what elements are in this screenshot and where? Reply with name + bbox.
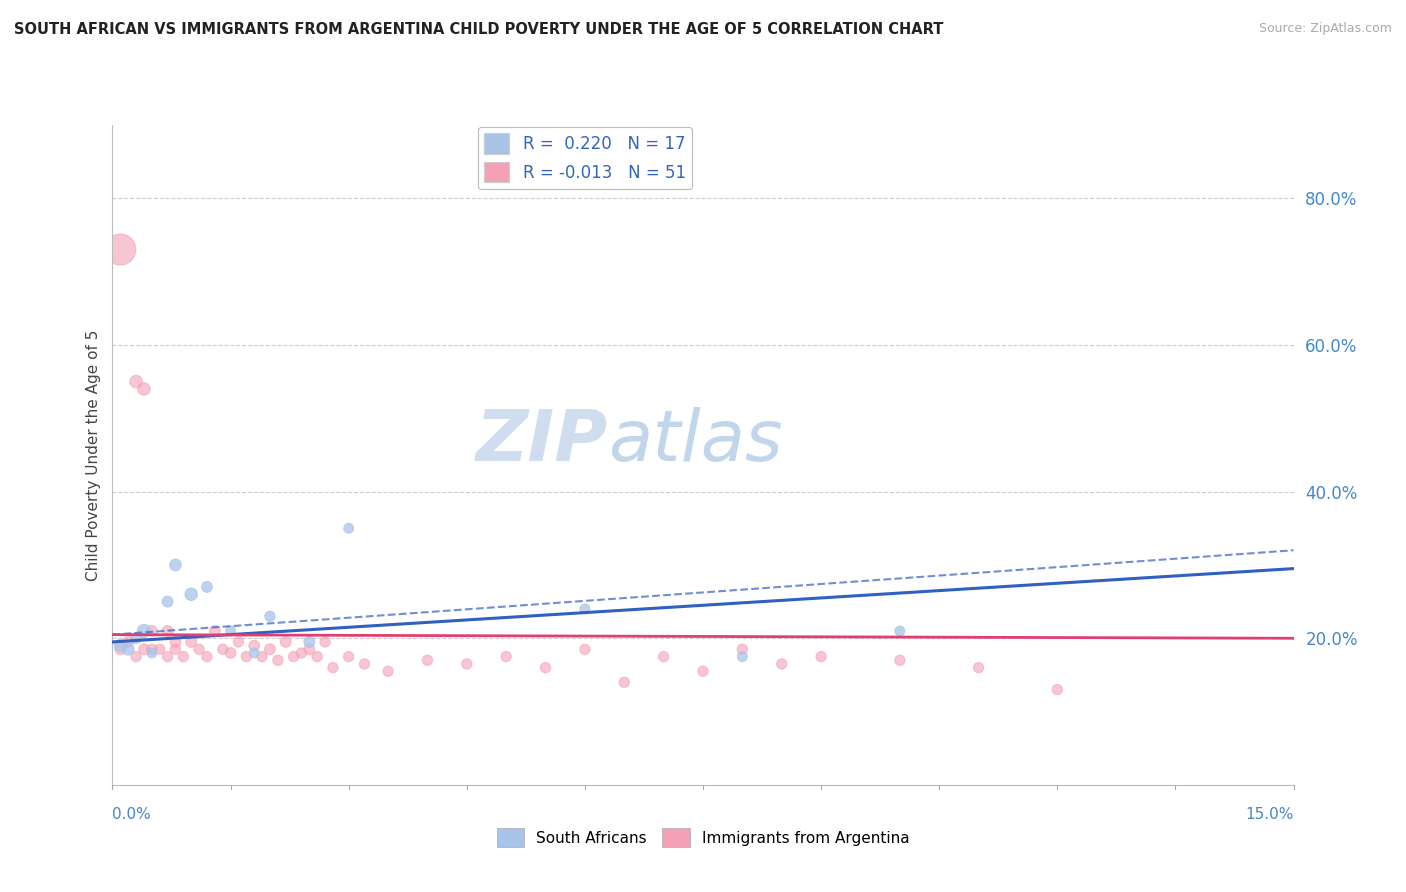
Point bbox=[156, 594, 179, 608]
Point bbox=[180, 587, 202, 601]
Point bbox=[337, 649, 360, 664]
Text: atlas: atlas bbox=[609, 408, 783, 476]
Point bbox=[416, 653, 439, 667]
Point bbox=[165, 635, 187, 649]
Point bbox=[117, 635, 139, 649]
Point bbox=[652, 649, 675, 664]
Point bbox=[267, 653, 290, 667]
Point bbox=[165, 642, 187, 657]
Point bbox=[770, 657, 793, 671]
Point bbox=[298, 642, 321, 657]
Point bbox=[165, 558, 187, 572]
Point bbox=[211, 642, 233, 657]
Point bbox=[156, 649, 179, 664]
Point bbox=[731, 649, 754, 664]
Point bbox=[810, 649, 832, 664]
Point bbox=[141, 642, 163, 657]
Point bbox=[243, 639, 266, 653]
Point bbox=[495, 649, 517, 664]
Point bbox=[204, 624, 226, 638]
Point bbox=[195, 580, 218, 594]
Point bbox=[243, 646, 266, 660]
Point bbox=[889, 624, 911, 638]
Point bbox=[235, 649, 257, 664]
Point bbox=[322, 660, 344, 674]
Point bbox=[290, 646, 312, 660]
Point bbox=[314, 635, 336, 649]
Point bbox=[889, 653, 911, 667]
Point bbox=[110, 639, 132, 653]
Point bbox=[125, 375, 148, 389]
Point bbox=[219, 624, 242, 638]
Point bbox=[132, 382, 155, 396]
Point bbox=[259, 609, 281, 624]
Point bbox=[110, 642, 132, 657]
Legend: R =  0.220   N = 17, R = -0.013   N = 51: R = 0.220 N = 17, R = -0.013 N = 51 bbox=[478, 127, 692, 189]
Point bbox=[283, 649, 305, 664]
Point bbox=[132, 624, 155, 638]
Point bbox=[180, 635, 202, 649]
Point bbox=[172, 649, 194, 664]
Point bbox=[132, 642, 155, 657]
Point bbox=[250, 649, 273, 664]
Point bbox=[377, 665, 399, 679]
Point bbox=[156, 624, 179, 638]
Y-axis label: Child Poverty Under the Age of 5: Child Poverty Under the Age of 5 bbox=[86, 329, 101, 581]
Point bbox=[195, 649, 218, 664]
Text: 15.0%: 15.0% bbox=[1246, 807, 1294, 822]
Point bbox=[692, 665, 714, 679]
Point bbox=[110, 243, 132, 257]
Text: Source: ZipAtlas.com: Source: ZipAtlas.com bbox=[1258, 22, 1392, 36]
Point bbox=[574, 602, 596, 616]
Point bbox=[141, 646, 163, 660]
Point bbox=[353, 657, 375, 671]
Point bbox=[534, 660, 557, 674]
Point bbox=[141, 624, 163, 638]
Point bbox=[574, 642, 596, 657]
Point bbox=[117, 642, 139, 657]
Point bbox=[298, 635, 321, 649]
Text: SOUTH AFRICAN VS IMMIGRANTS FROM ARGENTINA CHILD POVERTY UNDER THE AGE OF 5 CORR: SOUTH AFRICAN VS IMMIGRANTS FROM ARGENTI… bbox=[14, 22, 943, 37]
Point bbox=[188, 642, 211, 657]
Point bbox=[613, 675, 636, 690]
Point bbox=[125, 649, 148, 664]
Point bbox=[1046, 682, 1069, 697]
Point bbox=[456, 657, 478, 671]
Point bbox=[228, 635, 250, 649]
Point bbox=[259, 642, 281, 657]
Point bbox=[219, 646, 242, 660]
Text: 0.0%: 0.0% bbox=[112, 807, 152, 822]
Point bbox=[337, 521, 360, 535]
Point bbox=[731, 642, 754, 657]
Point bbox=[967, 660, 990, 674]
Point bbox=[307, 649, 329, 664]
Text: ZIP: ZIP bbox=[477, 408, 609, 476]
Point bbox=[125, 632, 148, 646]
Point bbox=[274, 635, 297, 649]
Point bbox=[149, 642, 172, 657]
